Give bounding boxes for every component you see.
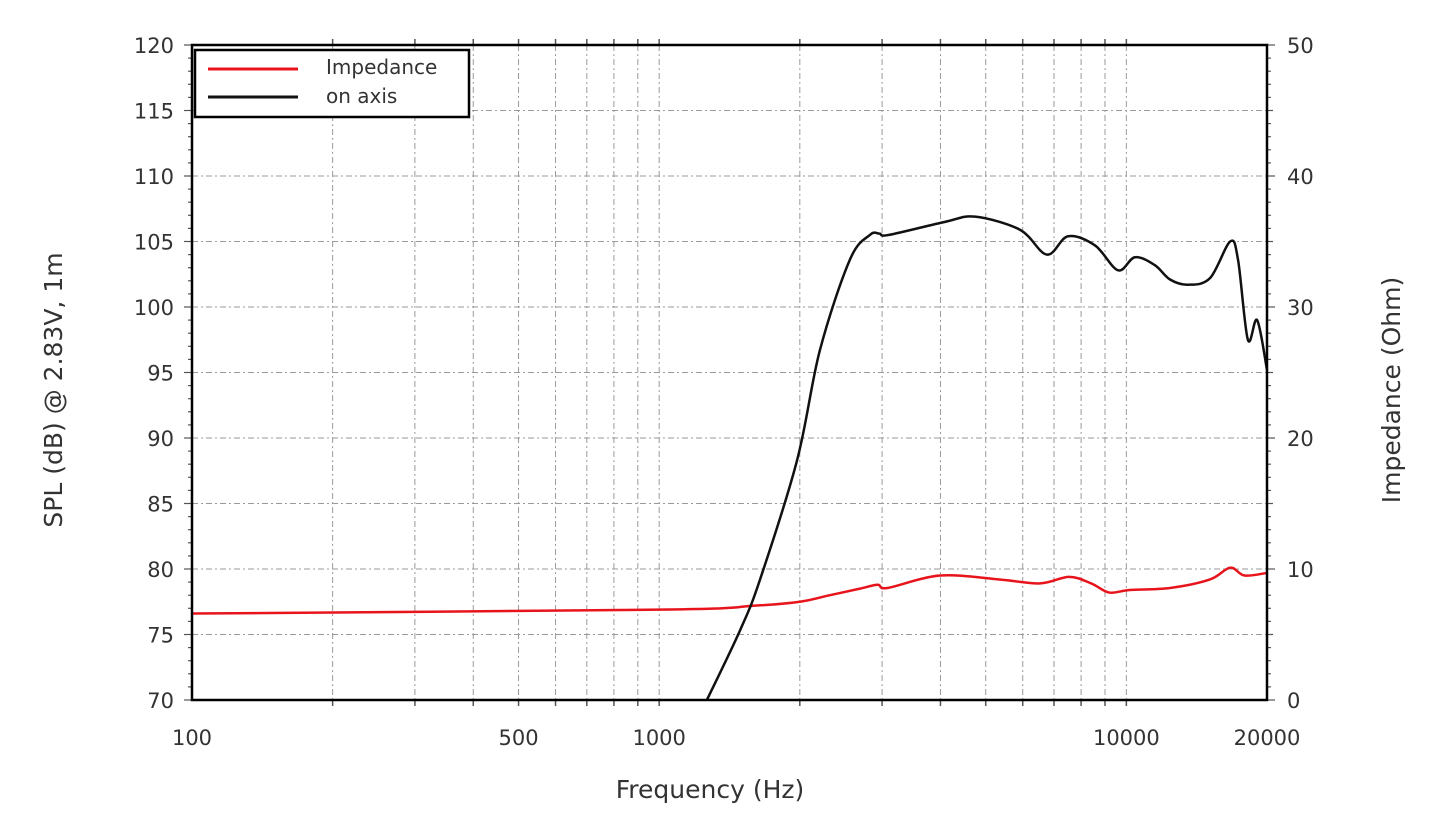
y2-tick-label: 20 [1287, 427, 1314, 451]
y-tick-label: 115 [134, 100, 174, 124]
axis-ticks: 100 500 1000 10000 2000070758085909510010511… [134, 34, 1314, 750]
x-axis-label: Frequency (Hz) [616, 775, 805, 804]
y-tick-label: 120 [134, 34, 174, 58]
series-line-impedance [191, 566, 1268, 615]
y2-tick-label: 10 [1287, 558, 1314, 582]
y-tick-label: 75 [147, 624, 174, 648]
y-tick-label: 85 [147, 493, 174, 517]
y-axis-label: SPL (dB) @ 2.83V, 1m [39, 252, 68, 527]
y-tick-label: 90 [147, 427, 174, 451]
y2-tick-label: 50 [1287, 34, 1314, 58]
legend-label-on-axis: on axis [326, 84, 397, 108]
y2-tick-label: 30 [1287, 296, 1314, 320]
grid [192, 45, 1267, 700]
x-tick-label: 20000 [1234, 726, 1301, 750]
x-tick-label: 500 [498, 726, 538, 750]
y2-axis-label: Impedance (Ohm) [1377, 277, 1406, 503]
y-tick-label: 100 [134, 296, 174, 320]
legend-box [193, 48, 471, 119]
series-line-on-axis [705, 215, 1269, 701]
plot-frame [190, 43, 1269, 702]
y2-tick-label: 40 [1287, 165, 1314, 189]
y-tick-label: 70 [147, 689, 174, 713]
x-tick-label: 10000 [1093, 726, 1160, 750]
y2-tick-label: 0 [1287, 689, 1300, 713]
series-lines [191, 215, 1269, 701]
legend-label-impedance: Impedance [326, 55, 437, 79]
y-tick-label: 80 [147, 558, 174, 582]
x-tick-label: 1000 [632, 726, 685, 750]
y-tick-label: 95 [147, 362, 174, 386]
legend: Impedance on axis [193, 48, 471, 119]
x-tick-label: 100 [172, 726, 212, 750]
y-tick-label: 105 [134, 231, 174, 255]
y-tick-label: 110 [134, 165, 174, 189]
